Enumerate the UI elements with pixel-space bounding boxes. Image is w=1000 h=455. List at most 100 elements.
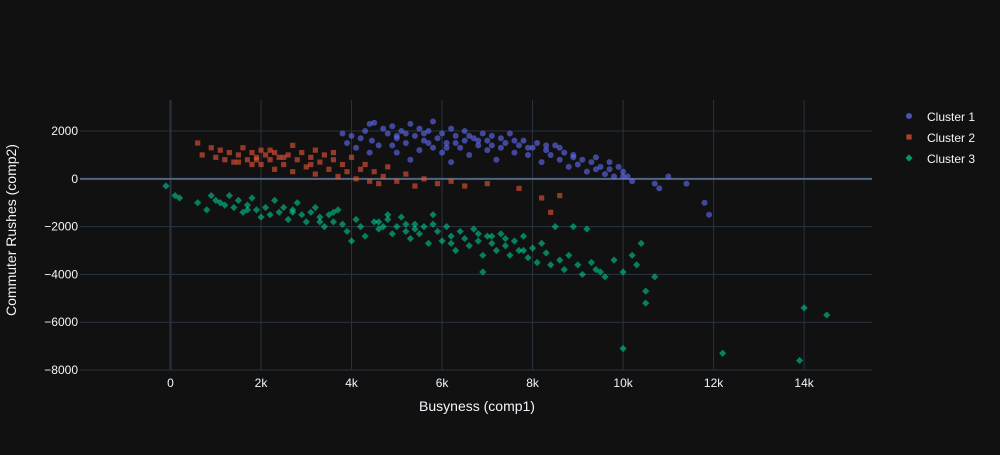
- data-point-cluster-2: [308, 161, 314, 168]
- data-point-cluster-2: [412, 183, 418, 189]
- data-point-cluster-2: [290, 142, 296, 148]
- data-point-cluster-2: [326, 166, 332, 172]
- legend-label: Cluster 1: [927, 110, 975, 124]
- data-point-cluster-1: [430, 118, 437, 125]
- data-point-cluster-3: [574, 261, 582, 269]
- data-point-cluster-3: [501, 242, 510, 250]
- data-point-cluster-3: [334, 206, 342, 214]
- data-point-cluster-3: [361, 232, 369, 240]
- data-point-cluster-3: [823, 311, 831, 319]
- data-point-cluster-3: [194, 199, 202, 207]
- data-point-cluster-3: [275, 208, 283, 216]
- data-point-cluster-1: [583, 168, 590, 175]
- data-point-cluster-3: [302, 218, 310, 226]
- x-tick-label: 8k: [526, 376, 540, 390]
- legend-item-cluster-1[interactable]: Cluster 1: [906, 110, 975, 124]
- legend-marker: [906, 113, 912, 119]
- data-point-cluster-2: [262, 152, 269, 158]
- data-point-cluster-3: [243, 201, 252, 209]
- data-point-cluster-3: [470, 225, 478, 233]
- data-point-cluster-3: [547, 261, 555, 269]
- data-point-cluster-3: [479, 251, 487, 259]
- data-point-cluster-2: [448, 178, 454, 184]
- x-tick-label: 2k: [255, 376, 269, 390]
- data-point-cluster-1: [366, 120, 373, 127]
- data-point-cluster-2: [258, 147, 264, 153]
- data-point-cluster-3: [329, 218, 338, 226]
- data-point-cluster-1: [452, 140, 459, 147]
- grid-lines: [80, 100, 872, 371]
- data-point-cluster-2: [240, 145, 246, 151]
- data-point-cluster-3: [298, 211, 306, 219]
- data-point-cluster-3: [501, 234, 510, 243]
- legend[interactable]: Cluster 1 Cluster 2 Cluster 3: [905, 110, 975, 166]
- data-point-cluster-1: [529, 144, 536, 151]
- data-point-cluster-2: [312, 171, 318, 177]
- data-point-cluster-2: [335, 173, 341, 180]
- data-point-cluster-3: [402, 227, 410, 236]
- data-point-cluster-2: [348, 154, 355, 160]
- data-point-cluster-3: [587, 258, 596, 267]
- data-point-cluster-1: [592, 166, 599, 173]
- data-point-cluster-2: [357, 166, 364, 172]
- data-point-cluster-3: [393, 223, 401, 231]
- x-tick-label: 12k: [704, 376, 724, 390]
- data-point-cluster-1: [552, 142, 559, 149]
- data-point-cluster-3: [642, 287, 650, 295]
- data-point-cluster-2: [199, 152, 205, 158]
- data-point-cluster-1: [461, 128, 468, 135]
- data-point-cluster-1: [339, 130, 346, 137]
- data-point-cluster-3: [519, 232, 528, 240]
- data-point-cluster-1: [597, 163, 604, 170]
- data-point-cluster-1: [389, 123, 396, 130]
- data-point-cluster-3: [524, 254, 532, 262]
- data-point-cluster-2: [394, 178, 400, 184]
- data-point-cluster-1: [570, 151, 577, 158]
- data-point-cluster-1: [601, 171, 608, 178]
- data-point-cluster-3: [429, 211, 437, 219]
- data-point-cluster-1: [574, 161, 581, 168]
- data-point-cluster-1: [353, 144, 360, 151]
- data-point-cluster-3: [465, 242, 473, 250]
- data-point-cluster-3: [370, 218, 378, 226]
- data-point-cluster-1: [706, 211, 713, 218]
- data-point-cluster-3: [637, 239, 645, 247]
- data-point-cluster-3: [447, 232, 455, 240]
- data-point-cluster-3: [248, 194, 256, 202]
- data-point-cluster-2: [385, 164, 391, 170]
- data-point-cluster-2: [290, 169, 296, 175]
- data-point-cluster-1: [393, 132, 400, 139]
- data-point-cluster-1: [511, 137, 518, 144]
- data-point-cluster-2: [303, 164, 309, 170]
- data-point-cluster-3: [429, 220, 437, 228]
- data-point-cluster-1: [362, 128, 369, 135]
- legend-item-cluster-2[interactable]: Cluster 2: [906, 131, 975, 145]
- data-point-cluster-3: [456, 227, 464, 236]
- data-point-cluster-3: [479, 268, 487, 276]
- data-point-cluster-3: [642, 299, 650, 307]
- data-point-cluster-1: [506, 130, 513, 137]
- data-point-cluster-1: [493, 156, 500, 163]
- data-point-cluster-3: [329, 208, 338, 216]
- y-axis-label: Commuter Rushes (comp2): [3, 144, 19, 316]
- data-point-cluster-2: [222, 157, 228, 163]
- data-point-cluster-2: [249, 149, 255, 156]
- data-point-cluster-3: [800, 304, 808, 312]
- data-point-cluster-3: [483, 232, 491, 240]
- data-point-cluster-1: [380, 125, 387, 132]
- data-point-cluster-1: [398, 128, 405, 135]
- data-point-cluster-3: [230, 203, 238, 212]
- data-point-cluster-3: [379, 223, 387, 231]
- data-point-cluster-2: [362, 161, 368, 168]
- legend-item-cluster-3[interactable]: Cluster 3: [905, 152, 975, 166]
- data-point-cluster-3: [488, 232, 496, 240]
- data-point-cluster-1: [411, 132, 418, 139]
- data-point-cluster-1: [538, 159, 545, 166]
- data-point-cluster-1: [475, 137, 482, 144]
- data-point-cluster-1: [665, 173, 672, 180]
- data-point-cluster-3: [538, 239, 546, 247]
- data-point-cluster-1: [525, 151, 532, 158]
- data-point-cluster-2: [272, 166, 278, 172]
